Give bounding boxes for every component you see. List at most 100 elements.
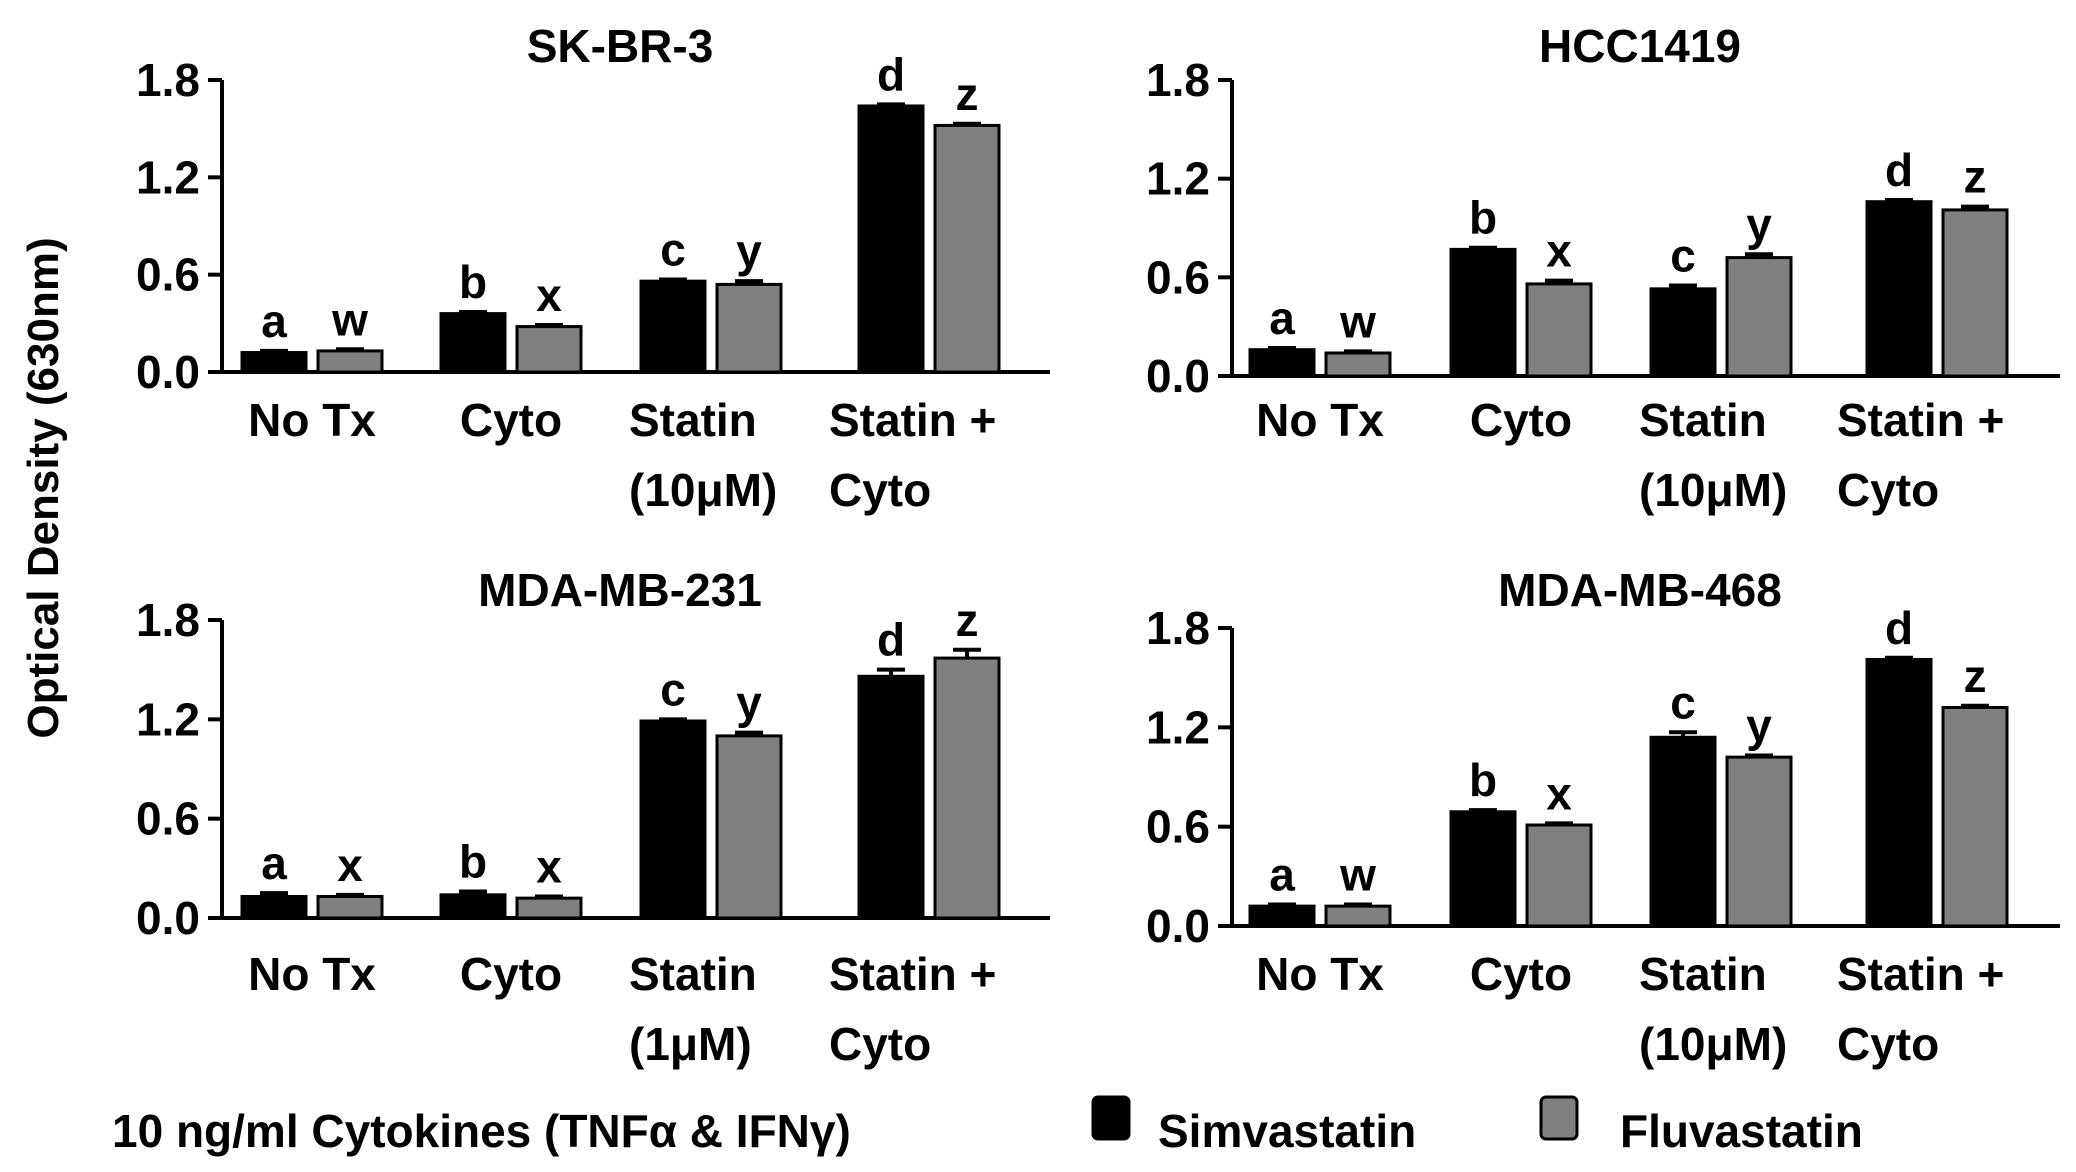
bar-simvastatin-3	[1865, 657, 1933, 928]
significance-letter: z	[956, 594, 979, 646]
y-tick-label: 1.2	[136, 693, 200, 745]
bar-fluvastatin-3	[933, 123, 1001, 374]
bar-fluvastatin-3	[1941, 208, 2009, 378]
significance-letter: a	[1269, 848, 1295, 900]
bar-fluvastatin-2	[1725, 755, 1793, 928]
significance-letter: c	[1670, 230, 1696, 282]
bar-simvastatin-0	[240, 351, 308, 374]
significance-letter: y	[736, 677, 762, 729]
legend-swatch-fluvastatin	[1539, 1095, 1579, 1141]
footer-label: 10 ng/ml Cytokines (TNFα & IFNγ)	[112, 1105, 851, 1157]
y-tick-label: 0.0	[136, 892, 200, 944]
x-category-label: Cyto	[829, 1018, 931, 1070]
x-category-label: Cyto	[1470, 948, 1572, 1000]
significance-letter: y	[1746, 699, 1772, 751]
bar-simvastatin-1	[439, 312, 507, 374]
y-tick-label: 1.2	[136, 151, 200, 203]
significance-letter: d	[1885, 144, 1913, 196]
bar-simvastatin-0	[1248, 904, 1316, 928]
bar-fluvastatin-2	[715, 734, 783, 920]
x-category-label: Cyto	[460, 394, 562, 446]
chart-panel-3: MDA-MB-468 0.0 0.6 1.2 1.8 a b c d w x y z No Tx Cyto S…	[1146, 564, 2060, 1070]
chart-panel-0: SK-BR-3 0.0 0.6 1.2 1.8 a b c d w x y z No Tx Cyto Stat…	[136, 20, 1050, 516]
significance-letter: z	[956, 68, 979, 120]
bar-fluvastatin-1	[515, 896, 583, 920]
chart-title: HCC1419	[1539, 20, 1741, 72]
significance-letter: x	[1546, 225, 1572, 277]
x-category-label: Statin	[629, 394, 757, 446]
y-axis-label: Optical Density (630nm)	[19, 237, 68, 738]
y-tick-label: 0.0	[136, 346, 200, 398]
significance-letter: z	[1964, 151, 1987, 203]
bar-simvastatin-1	[1449, 247, 1517, 378]
y-tick-label: 1.2	[1146, 701, 1210, 753]
x-category-label: (10μM)	[1639, 1018, 1787, 1070]
significance-letter: c	[1670, 676, 1696, 728]
y-tick-label: 0.0	[1146, 350, 1210, 402]
y-tick-label: 0.6	[1146, 801, 1210, 853]
bar-simvastatin-3	[857, 674, 925, 920]
x-category-label: Statin +	[829, 394, 996, 446]
chart-panel-2: MDA-MB-231 0.0 0.6 1.2 1.8 a b c d x x y z No Tx Cyto S…	[136, 564, 1050, 1070]
bar-simvastatin-2	[1649, 735, 1717, 928]
bar-fluvastatin-0	[1324, 904, 1392, 928]
significance-letter: x	[1546, 767, 1572, 819]
significance-letter: b	[1469, 192, 1497, 244]
y-tick-label: 0.6	[1146, 251, 1210, 303]
x-category-label: Cyto	[829, 464, 931, 516]
significance-letter: w	[1339, 848, 1376, 900]
x-category-label: Cyto	[1470, 394, 1572, 446]
x-category-label: Cyto	[1837, 1018, 1939, 1070]
x-category-label: Cyto	[460, 948, 562, 1000]
significance-letter: b	[1469, 754, 1497, 806]
bar-fluvastatin-1	[1525, 823, 1593, 928]
bar-simvastatin-3	[857, 104, 925, 374]
significance-letter: d	[1885, 602, 1913, 654]
x-category-label: Statin	[629, 948, 757, 1000]
x-category-label: (1μM)	[629, 1018, 752, 1070]
y-tick-label: 1.8	[136, 54, 200, 106]
x-category-label: No Tx	[248, 948, 376, 1000]
bar-simvastatin-1	[439, 893, 507, 920]
bar-simvastatin-1	[1449, 810, 1517, 928]
chart-title: MDA-MB-468	[1498, 564, 1782, 616]
bar-fluvastatin-3	[1941, 705, 2009, 928]
bar-fluvastatin-2	[1725, 256, 1793, 378]
bar-simvastatin-0	[1248, 348, 1316, 378]
bar-fluvastatin-0	[316, 349, 384, 374]
chart-title: SK-BR-3	[527, 20, 714, 72]
y-tick-label: 1.8	[136, 594, 200, 646]
significance-letter: c	[660, 224, 686, 276]
significance-letter: d	[877, 614, 905, 666]
chart-panel-1: HCC1419 0.0 0.6 1.2 1.8 a b c d w x y z No Tx Cyto Stat…	[1146, 20, 2060, 516]
significance-letter: a	[261, 837, 287, 889]
significance-letter: x	[536, 840, 562, 892]
x-category-label: (10μM)	[629, 464, 777, 516]
bar-simvastatin-2	[1649, 287, 1717, 378]
y-tick-label: 1.2	[1146, 153, 1210, 205]
legend-label-simvastatin: Simvastatin	[1158, 1105, 1416, 1157]
x-category-label: Statin +	[1837, 394, 2004, 446]
x-category-label: No Tx	[1256, 948, 1384, 1000]
chart-title: MDA-MB-231	[478, 564, 762, 616]
significance-letter: y	[736, 225, 762, 277]
y-tick-label: 1.8	[1146, 54, 1210, 106]
bar-fluvastatin-1	[1525, 282, 1593, 378]
y-tick-label: 0.0	[1146, 900, 1210, 952]
bar-simvastatin-0	[240, 894, 308, 920]
bar-simvastatin-3	[1865, 200, 1933, 378]
significance-letter: y	[1746, 198, 1772, 250]
x-category-label: Cyto	[1837, 464, 1939, 516]
x-category-label: No Tx	[248, 394, 376, 446]
significance-letter: x	[337, 839, 363, 891]
legend-swatch-simvastatin	[1091, 1095, 1131, 1141]
bar-fluvastatin-3	[933, 656, 1001, 920]
bar-simvastatin-2	[639, 279, 707, 374]
bar-fluvastatin-0	[1324, 351, 1392, 378]
significance-letter: d	[877, 48, 905, 100]
significance-letter: x	[536, 269, 562, 321]
significance-letter: w	[1339, 295, 1376, 347]
x-category-label: Statin +	[829, 948, 996, 1000]
y-tick-label: 0.6	[136, 249, 200, 301]
